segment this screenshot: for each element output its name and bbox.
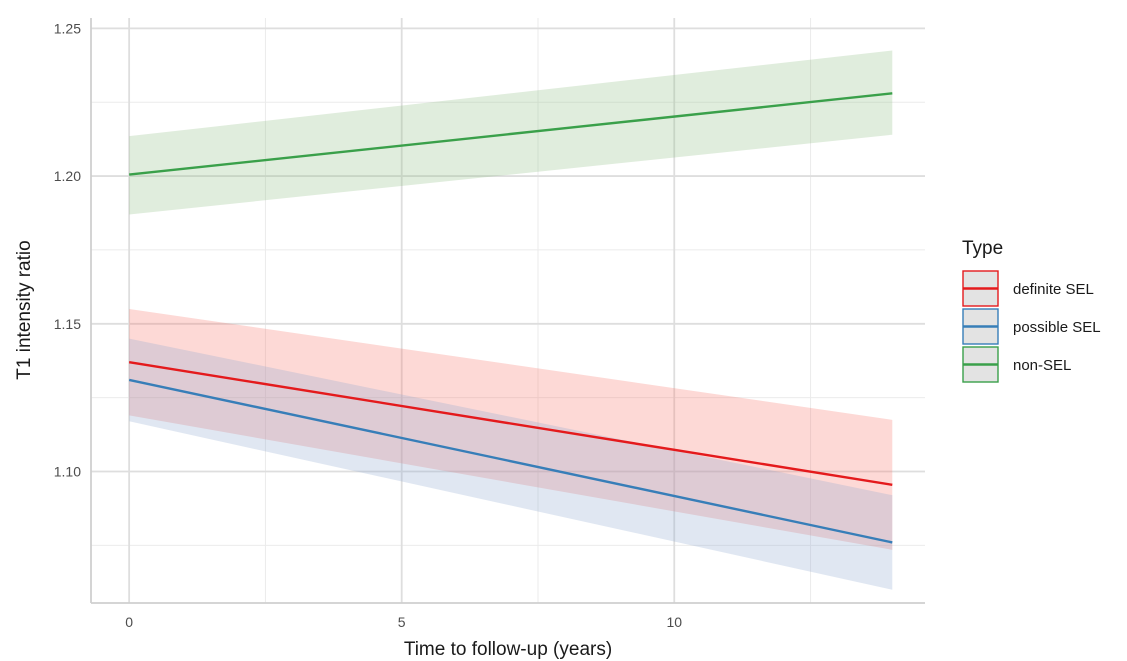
confidence-ribbons	[129, 50, 893, 590]
ribbon-possible-sel	[129, 338, 893, 590]
line-definite-sel	[128, 361, 893, 487]
x-axis-title: Time to follow-up (years)	[404, 639, 612, 660]
minor-gridlines	[91, 18, 925, 603]
series-lines	[128, 92, 893, 544]
line-non-sel	[129, 92, 893, 176]
ribbon-definite-sel	[129, 309, 893, 550]
legend-label-non-sel: non-SEL	[1013, 357, 1071, 374]
major-gridlines	[91, 18, 925, 603]
legend-title: Type	[962, 238, 1003, 259]
x-tick-label: 0	[125, 614, 133, 630]
x-tick-label: 10	[666, 614, 682, 630]
legend-label-possible-sel: possible SEL	[1013, 319, 1101, 336]
ribbon-non-sel	[129, 50, 893, 215]
y-tick-label: 1.15	[54, 316, 81, 332]
legend-label-definite-sel: definite SEL	[1013, 281, 1094, 298]
y-axis-title: T1 intensity ratio	[14, 240, 35, 379]
x-tick-label: 5	[398, 614, 406, 630]
line-possible-sel	[128, 378, 893, 544]
y-tick-label: 1.20	[54, 168, 81, 184]
axes	[90, 18, 925, 604]
y-tick-label: 1.10	[54, 464, 81, 480]
y-tick-label: 1.25	[54, 20, 81, 36]
tick-labels: 0 5 10 1.10 1.15 1.20 1.25	[54, 20, 683, 630]
legend: Type definite SEL possible SEL non-SEL	[962, 238, 1101, 383]
